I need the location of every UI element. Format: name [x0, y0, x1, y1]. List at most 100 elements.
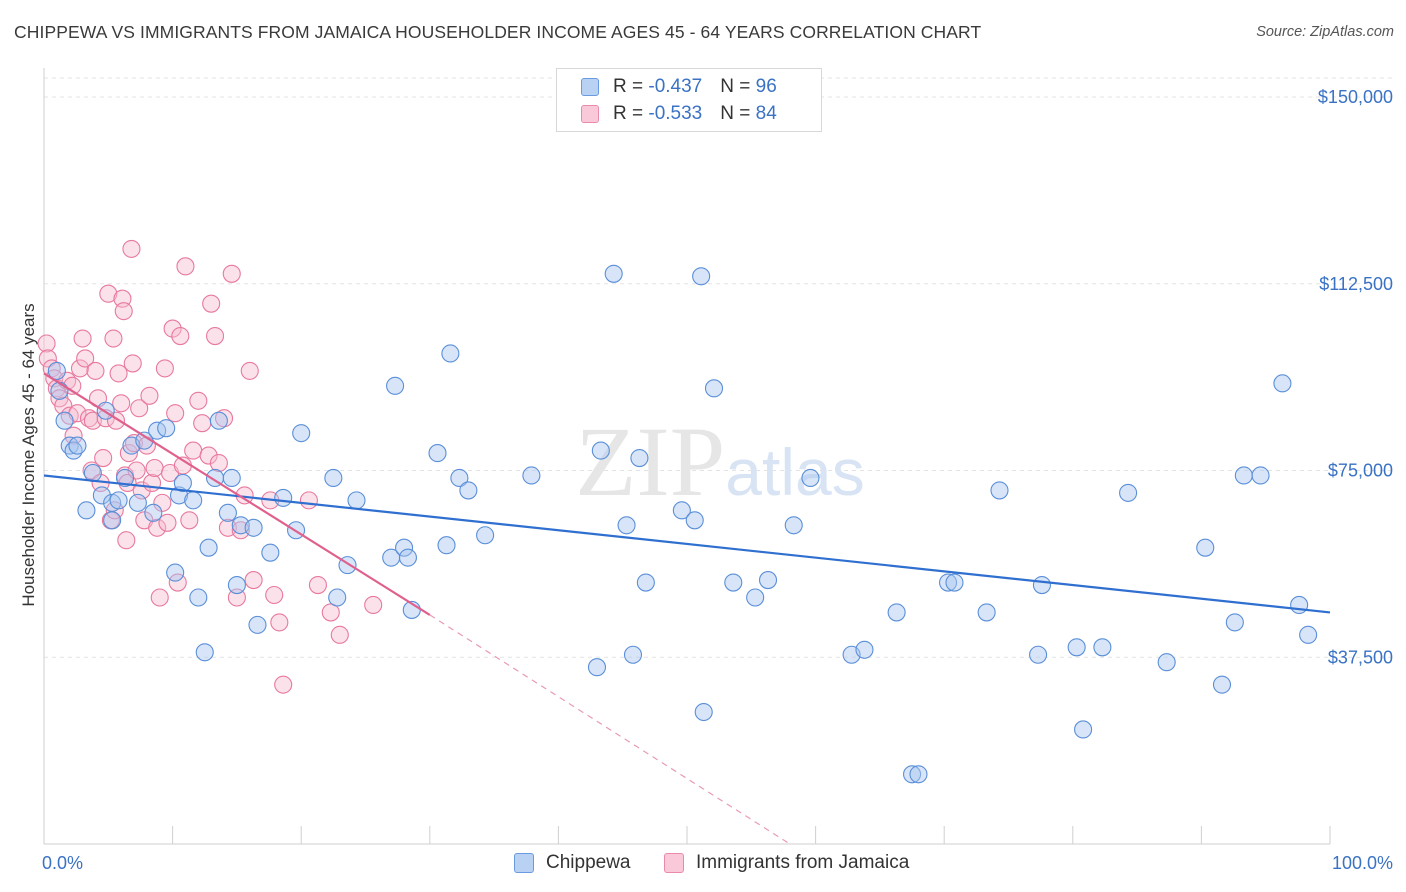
data-point: [145, 458, 164, 478]
data-point: [274, 488, 293, 507]
legend-swatch-chippewa: [514, 853, 534, 873]
data-point: [398, 548, 417, 567]
legend-item-jamaica[interactable]: Immigrants from Jamaica: [664, 852, 909, 874]
data-point: [977, 603, 996, 622]
data-point: [1225, 613, 1244, 632]
data-point: [222, 468, 241, 488]
legend-r-value: -0.533: [648, 103, 703, 124]
data-point: [109, 364, 128, 383]
data-point: [672, 501, 691, 520]
data-point: [47, 361, 66, 380]
data-point: [195, 643, 214, 662]
chart-title: CHIPPEWA VS IMMIGRANTS FROM JAMAICA HOUS…: [14, 22, 982, 42]
data-point: [692, 267, 711, 286]
data-point: [184, 441, 203, 460]
data-point: [202, 294, 221, 313]
x-tick-label-right: 100.0%: [1332, 853, 1393, 873]
data-point: [1119, 483, 1138, 502]
data-point: [299, 491, 318, 510]
data-point: [939, 573, 958, 592]
correlation-legend: R = -0.437 N = 96 R = -0.533 N = 84: [556, 68, 822, 132]
trend-line-chippewa: [43, 474, 1331, 614]
data-point: [50, 381, 69, 400]
data-point: [724, 573, 743, 592]
data-point: [189, 391, 208, 410]
data-point: [70, 359, 90, 378]
x-tick-labels: 0.0% 100.0%: [42, 853, 1393, 873]
axes: [43, 68, 1331, 845]
source-note: Source: ZipAtlas.com: [1256, 24, 1394, 40]
data-point: [1290, 595, 1309, 615]
data-point: [148, 518, 167, 537]
legend-n-value: 96: [755, 76, 777, 97]
data-point: [119, 444, 138, 463]
data-point: [142, 473, 162, 493]
data-point: [55, 411, 74, 430]
data-point: [115, 468, 135, 488]
data-point: [109, 491, 128, 510]
data-point: [76, 349, 95, 368]
data-point: [330, 625, 349, 644]
data-point: [64, 426, 83, 445]
data-point: [176, 257, 195, 276]
data-point: [855, 640, 874, 659]
data-point: [1032, 575, 1051, 595]
data-point: [166, 404, 185, 423]
data-point: [240, 361, 259, 380]
data-point: [1234, 466, 1253, 485]
data-point: [77, 501, 96, 520]
legend-label-chippewa: Chippewa: [546, 852, 631, 873]
data-point: [308, 575, 327, 595]
data-point: [114, 302, 133, 321]
data-point: [153, 493, 172, 512]
data-point: [103, 511, 122, 530]
data-point: [364, 595, 383, 615]
data-point: [209, 453, 228, 473]
data-point: [227, 575, 246, 595]
data-point: [222, 264, 241, 283]
trend-line-jamaica: [43, 372, 431, 616]
data-point: [54, 396, 73, 415]
data-point: [155, 359, 174, 378]
data-point: [428, 444, 447, 463]
data-point: [199, 446, 218, 465]
data-point: [909, 765, 928, 784]
data-point: [437, 536, 456, 555]
data-point: [86, 361, 105, 380]
data-point: [130, 399, 149, 418]
series-legend: Chippewa Immigrants from Jamaica: [0, 852, 1406, 878]
data-point: [199, 538, 218, 557]
data-point: [173, 473, 192, 493]
data-point: [150, 588, 169, 607]
data-point: [347, 491, 366, 510]
trend-lines: [43, 372, 1331, 845]
data-point: [261, 543, 280, 562]
data-point: [244, 571, 263, 590]
data-point: [1212, 675, 1232, 694]
data-point: [189, 588, 208, 607]
legend-item-chippewa[interactable]: Chippewa: [514, 852, 631, 874]
legend-row-jamaica: R = -0.533 N = 84: [581, 101, 777, 127]
data-point: [248, 615, 267, 634]
y-tick-label: $75,000: [1328, 461, 1393, 481]
data-point: [140, 386, 159, 405]
data-point: [1251, 466, 1270, 485]
trend-line-jamaica-extension: [429, 614, 791, 845]
data-point: [205, 326, 225, 346]
legend-n-value: 84: [755, 103, 777, 124]
data-point: [184, 491, 203, 510]
legend-n-label: N =: [720, 103, 756, 124]
y-tick-labels: $150,000 $112,500 $75,000 $37,500: [1318, 87, 1393, 667]
data-point: [685, 511, 704, 530]
data-point: [193, 414, 212, 433]
data-point: [476, 526, 495, 545]
data-point: [386, 376, 405, 395]
data-point: [328, 588, 347, 607]
data-point: [99, 284, 118, 303]
data-point: [274, 675, 293, 694]
data-point: [945, 573, 964, 592]
data-point: [83, 463, 102, 483]
watermark: ZIPatlas: [575, 406, 864, 517]
data-point: [73, 329, 92, 348]
y-tick-label: $37,500: [1328, 647, 1393, 667]
